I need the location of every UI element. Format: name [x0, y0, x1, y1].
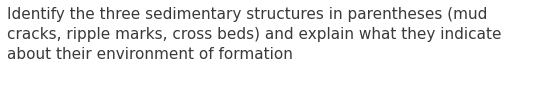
Text: Identify the three sedimentary structures in parentheses (mud
cracks, ripple mar: Identify the three sedimentary structure… [7, 7, 501, 62]
